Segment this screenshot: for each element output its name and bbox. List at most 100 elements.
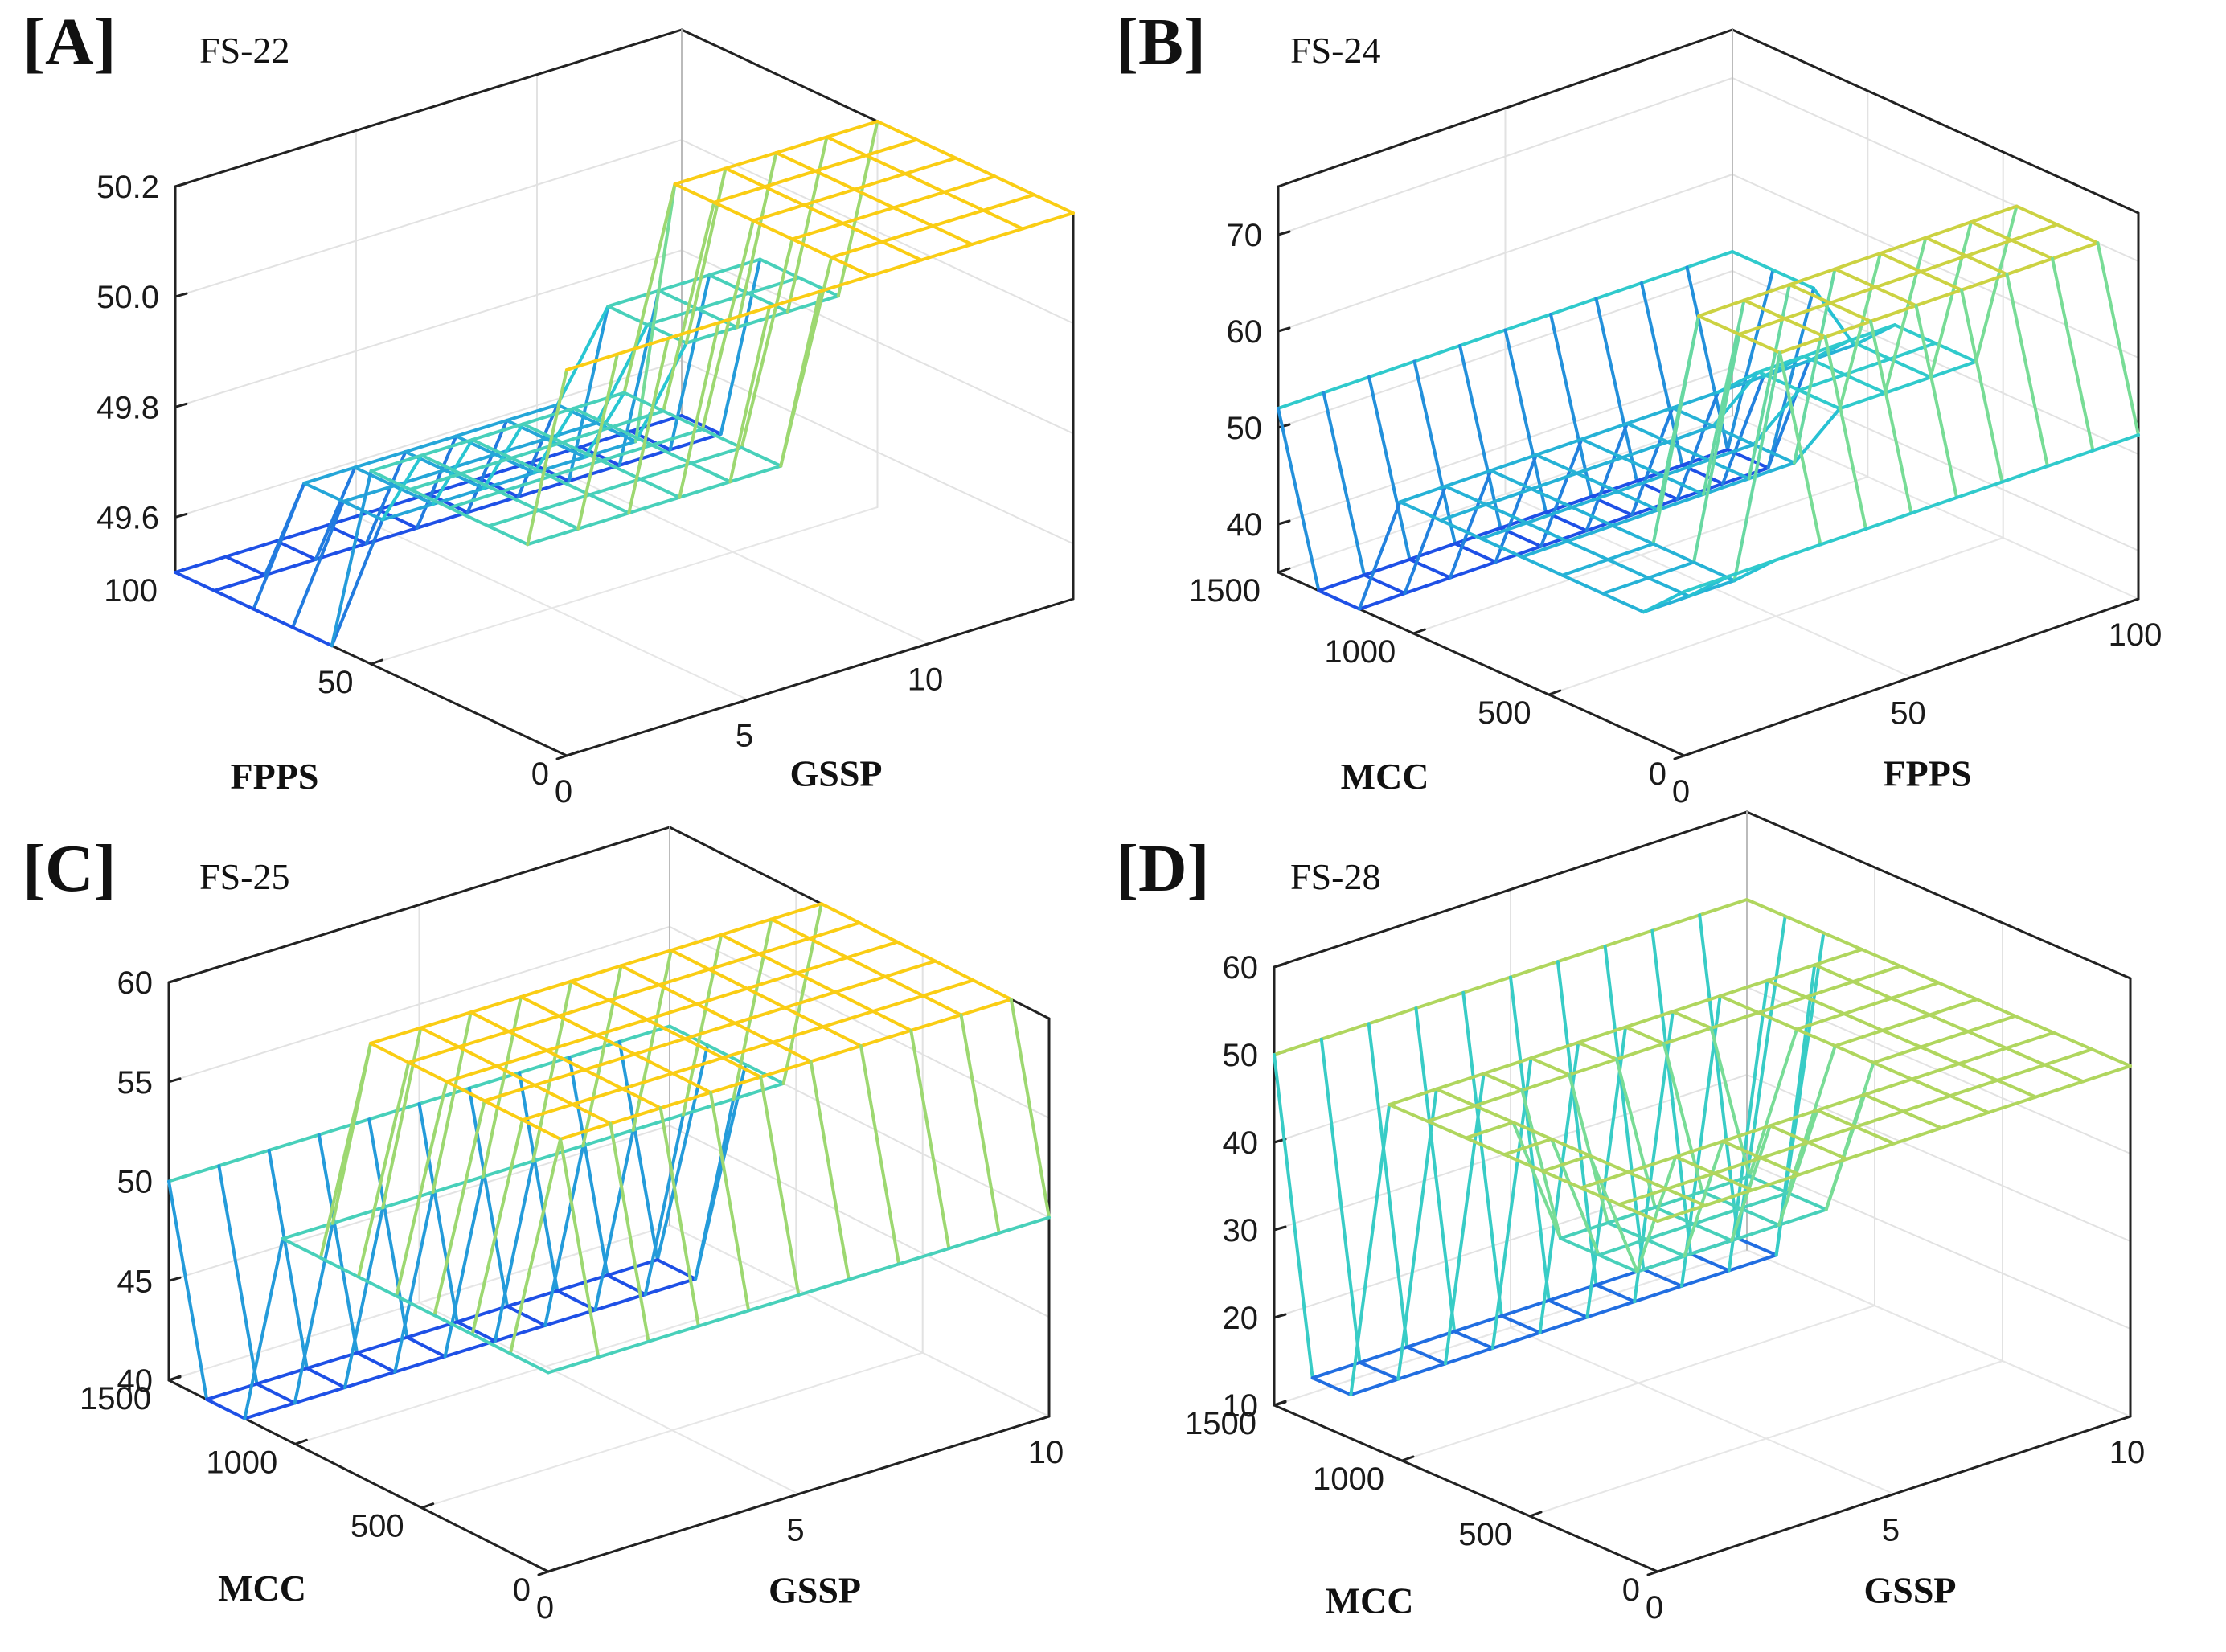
surface-mesh-line xyxy=(646,1324,700,1343)
surface-mesh-line xyxy=(1594,281,1643,301)
y-tick-mark xyxy=(547,1566,561,1573)
x-tick-mark xyxy=(2119,1415,2132,1421)
x-tick-mark xyxy=(1038,1415,1051,1421)
surface-mesh-line xyxy=(1405,1345,1447,1366)
grid-line xyxy=(1412,476,1869,634)
surface-mesh-line xyxy=(559,1121,613,1141)
surface-mesh-line xyxy=(317,1133,359,1355)
surface-mesh-line xyxy=(1425,1104,1477,1123)
surface-mesh-line xyxy=(1871,1045,1923,1064)
y-axis-label: MCC xyxy=(1341,756,1429,797)
surface-mesh-line xyxy=(1405,1330,1457,1349)
surface-mesh-line xyxy=(545,1048,587,1072)
surface-mesh-line xyxy=(959,1013,1001,1235)
surface-mesh-line xyxy=(883,974,925,998)
surface-mesh-line xyxy=(381,1026,423,1210)
surface-mesh-line xyxy=(1718,994,1761,1015)
surface-mesh-line xyxy=(721,1040,775,1060)
surface-mesh-line xyxy=(869,258,923,277)
surface-mesh-line xyxy=(572,391,626,410)
surface-mesh-line xyxy=(1759,1141,1810,1160)
surface-mesh-line xyxy=(1396,1362,1447,1381)
surface-mesh-line xyxy=(1919,1030,1970,1049)
grid-line xyxy=(1277,415,1733,573)
surface-mesh-line xyxy=(2005,273,2049,468)
surface-mesh-line xyxy=(470,422,525,441)
surface-mesh-line xyxy=(252,607,295,629)
surface-mesh-line xyxy=(1597,1253,1639,1273)
surface-mesh-line xyxy=(571,1102,613,1125)
x-tick-label: 10 xyxy=(2109,1435,2146,1470)
surface-mesh-line xyxy=(1965,254,2009,277)
surface-mesh-line xyxy=(982,193,1036,212)
surface-mesh-line xyxy=(1277,391,1326,410)
surface-mesh-line xyxy=(684,326,739,345)
surface-mesh-line xyxy=(505,403,560,422)
surface-mesh-line xyxy=(1871,1060,1914,1081)
surface-mesh-line xyxy=(1884,375,1933,395)
surface-mesh-line xyxy=(526,527,580,547)
surface-mesh-line xyxy=(1778,335,1827,355)
surface-mesh-line xyxy=(1021,211,1075,231)
surface-mesh-line xyxy=(1458,328,1507,347)
surface-mesh-line xyxy=(1489,469,1533,491)
surface-mesh-line xyxy=(779,289,822,468)
surface-mesh-line xyxy=(1626,1155,1678,1174)
surface-mesh-line xyxy=(1358,1360,1400,1381)
surface-mesh-line xyxy=(1601,592,1646,614)
surface-mesh-line xyxy=(633,341,688,444)
surface-mesh-line xyxy=(482,1084,536,1103)
surface-mesh-line xyxy=(555,305,610,407)
y-tick-label: 500 xyxy=(1458,1517,1512,1552)
surface-mesh-line xyxy=(1813,948,1864,967)
surface-mesh-line xyxy=(880,240,923,262)
surface-mesh-line xyxy=(735,309,789,330)
surface-mesh-line xyxy=(470,1118,524,1336)
surface-mesh-line xyxy=(506,1030,549,1052)
surface-mesh-line xyxy=(1277,407,1321,592)
surface-mesh-line xyxy=(1774,963,1817,1257)
surface-mesh-line xyxy=(622,391,666,413)
surface-mesh-line xyxy=(662,200,716,413)
surface-mesh-line xyxy=(369,1026,423,1045)
surface-mesh-line xyxy=(1838,391,1887,411)
surface-mesh-line xyxy=(606,289,661,309)
surface-mesh-line xyxy=(520,1102,575,1122)
z-tick-label: 70 xyxy=(1227,218,1263,253)
surface-mesh-line xyxy=(1032,193,1075,215)
surface-mesh-line xyxy=(931,208,986,228)
surface-mesh-line xyxy=(997,1215,1051,1235)
surface-mesh-line xyxy=(833,990,875,1013)
surface-mesh-line xyxy=(1570,506,1614,527)
surface-mesh-line xyxy=(1798,1157,1849,1177)
surface-mesh-line xyxy=(1750,1173,1802,1192)
surface-mesh-line xyxy=(1621,456,1665,478)
z-tick-mark xyxy=(167,1276,182,1282)
surface-mesh-line xyxy=(880,224,935,244)
surface-mesh-line xyxy=(1603,928,1654,948)
surface-mesh-line xyxy=(470,1332,512,1355)
surface-mesh-line xyxy=(367,1102,421,1121)
surface-mesh-line xyxy=(568,1039,621,1060)
surface-mesh-line xyxy=(342,484,396,503)
surface-mesh-line xyxy=(1642,1268,1683,1288)
surface-mesh-line xyxy=(1640,265,1689,285)
surface-mesh-line xyxy=(1484,502,1528,525)
surface-mesh-line xyxy=(769,902,823,921)
surface-mesh-line xyxy=(381,1191,435,1210)
z-tick-label: 49.6 xyxy=(96,500,159,535)
surface-mesh-line xyxy=(1484,487,1533,506)
surface-mesh-line xyxy=(871,994,925,1013)
surface-mesh-line xyxy=(683,1021,737,1041)
surface-mesh-line xyxy=(1718,978,1769,998)
surface-mesh-line xyxy=(1888,357,1933,379)
surface-mesh-line xyxy=(631,1113,685,1132)
surface-mesh-line xyxy=(481,1159,535,1179)
surface-mesh-line xyxy=(669,949,711,971)
surface-mesh-line xyxy=(579,445,621,467)
surface-mesh-line xyxy=(528,461,571,483)
z-tick-mark xyxy=(1277,326,1291,333)
panel-letter: [B] xyxy=(1116,5,1206,80)
surface-mesh-line xyxy=(508,1137,563,1355)
surface-mesh-line xyxy=(567,463,621,483)
